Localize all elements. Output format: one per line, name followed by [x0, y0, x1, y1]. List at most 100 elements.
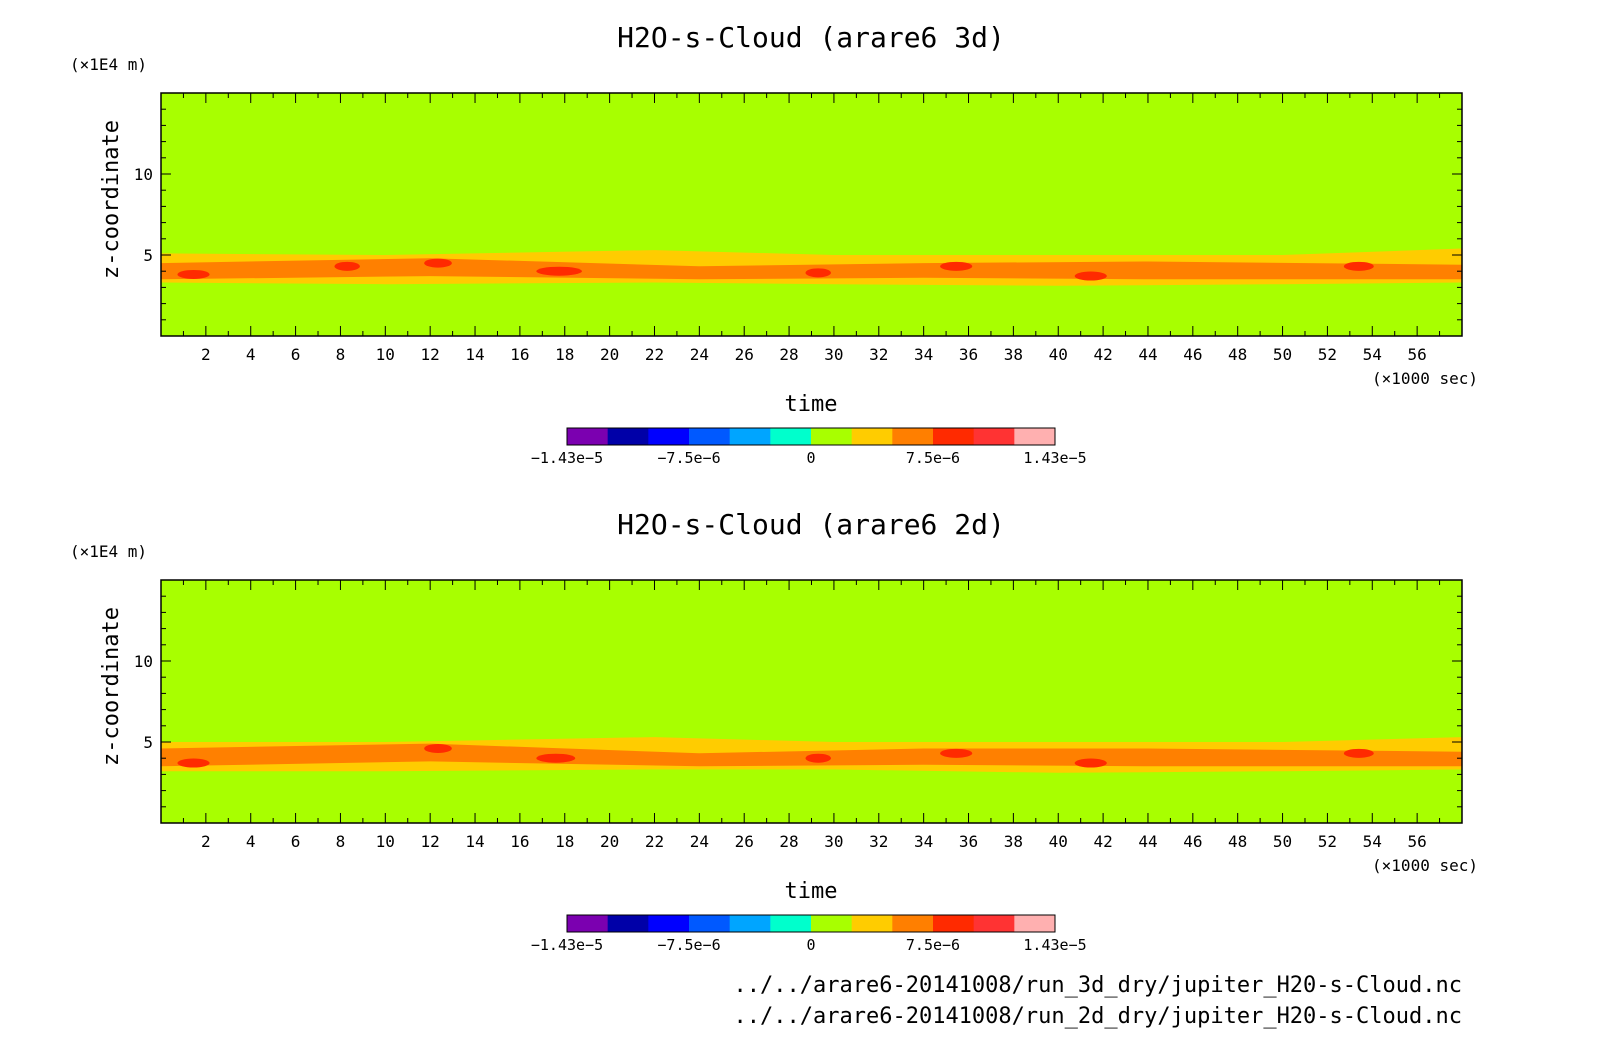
y-unit-label: (×1E4 m)	[70, 55, 147, 74]
x-tick-label: 20	[600, 345, 619, 364]
colorbar-tick-label: −1.43e−5	[531, 449, 603, 467]
x-tick-label: 8	[336, 345, 346, 364]
x-tick-label: 24	[690, 345, 709, 364]
red-spot-0	[177, 269, 210, 279]
x-tick-label: 18	[555, 832, 574, 851]
x-tick-label: 54	[1363, 345, 1382, 364]
y-axis-label: z-coordinate	[99, 607, 124, 766]
x-tick-label: 50	[1273, 832, 1292, 851]
x-tick-label: 54	[1363, 832, 1382, 851]
colorbar-segment	[811, 428, 853, 445]
x-tick-label: 28	[779, 832, 798, 851]
colorbar-segment	[729, 428, 771, 445]
colorbar-segment	[607, 428, 649, 445]
colorbar-segment	[770, 428, 812, 445]
x-tick-label: 4	[246, 345, 256, 364]
x-tick-label: 48	[1228, 832, 1247, 851]
red-spot-6	[1074, 271, 1107, 281]
y-tick-label: 5	[143, 733, 153, 752]
colorbar-segment	[933, 915, 975, 932]
x-tick-label: 46	[1183, 345, 1202, 364]
x-tick-label: 36	[959, 345, 978, 364]
colorbar-segment	[648, 428, 690, 445]
x-tick-label: 26	[735, 832, 754, 851]
plot-background	[161, 580, 1462, 823]
x-tick-label: 12	[421, 345, 440, 364]
red-spot-4	[805, 268, 831, 278]
red-spot-0	[177, 758, 210, 768]
x-tick-label: 30	[824, 345, 843, 364]
x-tick-label: 18	[555, 345, 574, 364]
x-tick-label: 36	[959, 832, 978, 851]
x-tick-label: 20	[600, 832, 619, 851]
x-tick-label: 46	[1183, 832, 1202, 851]
x-tick-label: 38	[1004, 345, 1023, 364]
colorbar-segment	[1014, 428, 1056, 445]
red-spot-3	[805, 753, 831, 763]
colorbar-segment	[567, 428, 609, 445]
colorbar-tick-label: 7.5e−6	[906, 936, 960, 954]
red-spot-5	[1074, 758, 1107, 768]
red-spot-2	[424, 258, 452, 268]
x-tick-label: 42	[1093, 832, 1112, 851]
colorbar-tick-label: 7.5e−6	[906, 449, 960, 467]
x-tick-label: 56	[1408, 832, 1427, 851]
x-unit-label: (×1000 sec)	[1372, 856, 1478, 875]
colorbar-segment	[567, 915, 609, 932]
colorbar-segment	[892, 428, 934, 445]
colorbar-segment	[689, 915, 731, 932]
x-tick-label: 32	[869, 832, 888, 851]
colorbar-segment	[729, 915, 771, 932]
x-tick-label: 44	[1138, 832, 1157, 851]
x-tick-label: 26	[735, 345, 754, 364]
colorbar-segment	[770, 915, 812, 932]
x-axis-label: time	[785, 392, 838, 417]
red-spot-6	[1343, 748, 1374, 758]
x-tick-label: 56	[1408, 345, 1427, 364]
x-tick-label: 2	[201, 832, 211, 851]
band-orange	[161, 258, 1462, 280]
x-tick-label: 14	[465, 832, 484, 851]
x-tick-label: 6	[291, 832, 301, 851]
x-tick-label: 2	[201, 345, 211, 364]
x-tick-label: 8	[336, 832, 346, 851]
colorbar-tick-label: 1.43e−5	[1023, 449, 1086, 467]
colorbar-frame	[566, 427, 1056, 446]
chart-title: H2O-s-Cloud (arare6 3d)	[617, 21, 1005, 54]
x-tick-label: 10	[376, 345, 395, 364]
x-tick-label: 16	[510, 832, 529, 851]
colorbar-segment	[933, 428, 975, 445]
file-list: ../../arare6-20141008/run_3d_dry/jupiter…	[734, 973, 1462, 1029]
red-spot-1	[334, 261, 360, 271]
colorbar-segment	[1014, 915, 1056, 932]
x-tick-label: 34	[914, 345, 933, 364]
red-spot-2	[536, 753, 576, 763]
file-path-2d: ../../arare6-20141008/run_2d_dry/jupiter…	[734, 1004, 1462, 1029]
x-tick-label: 52	[1318, 345, 1337, 364]
x-tick-label: 50	[1273, 345, 1292, 364]
red-spot-1	[424, 743, 452, 753]
x-axis-label: time	[785, 879, 838, 904]
red-spot-4	[940, 748, 973, 758]
plot-background	[161, 93, 1462, 336]
x-tick-label: 44	[1138, 345, 1157, 364]
x-tick-label: 52	[1318, 832, 1337, 851]
colorbar-segment	[811, 915, 853, 932]
x-tick-label: 22	[645, 345, 664, 364]
y-tick-label: 10	[134, 165, 153, 184]
colorbar-tick-label: 0	[806, 449, 815, 467]
x-tick-label: 40	[1049, 832, 1068, 851]
colorbar-segment	[892, 915, 934, 932]
panel-2d: H2O-s-Cloud (arare6 2d) (×1E4 m) z-coordin…	[70, 508, 1478, 954]
x-tick-label: 34	[914, 832, 933, 851]
x-tick-label: 42	[1093, 345, 1112, 364]
y-axis-label: z-coordinate	[99, 120, 124, 279]
x-tick-label: 30	[824, 832, 843, 851]
x-tick-label: 48	[1228, 345, 1247, 364]
chart-title: H2O-s-Cloud (arare6 2d)	[617, 508, 1005, 541]
x-tick-label: 10	[376, 832, 395, 851]
red-spot-3	[536, 266, 582, 276]
colorbar-segment	[648, 915, 690, 932]
y-tick-label: 10	[134, 652, 153, 671]
x-tick-label: 22	[645, 832, 664, 851]
